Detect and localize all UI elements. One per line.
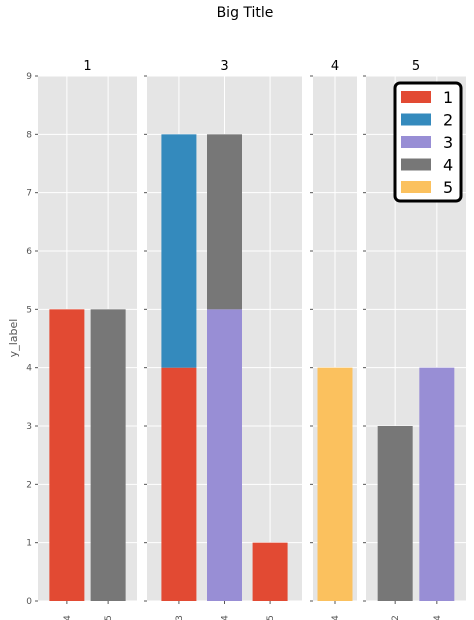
x-tick-label: 4: [433, 615, 443, 620]
legend-label: 5: [443, 178, 453, 197]
x-tick-label: 3: [175, 615, 185, 620]
x-tick-label: 2: [391, 615, 401, 620]
y-tick-label: 8: [26, 130, 32, 140]
bar-segment-series-4: [90, 309, 126, 601]
y-tick-label: 0: [26, 597, 32, 607]
legend-swatch: [401, 91, 431, 103]
legend-swatch: [401, 136, 431, 148]
y-tick-label: 3: [26, 422, 32, 432]
y-tick-label: 1: [26, 539, 32, 549]
x-tick-label: 5: [266, 615, 276, 620]
panel-title: 5: [412, 59, 420, 74]
legend-swatch: [401, 158, 431, 171]
chart-title: Big Title: [217, 5, 274, 21]
x-tick-label: 4: [63, 615, 73, 620]
panel-title: 1: [83, 59, 91, 74]
bar-segment-series-2: [161, 134, 197, 368]
x-tick-label: 4: [221, 615, 231, 620]
bar-segment-series-3: [419, 367, 455, 601]
legend-swatch: [401, 113, 431, 126]
x-tick-label: 4: [331, 615, 341, 620]
legend-swatch: [401, 181, 431, 193]
y-tick-label: 7: [26, 189, 32, 199]
bar-segment-series-1: [49, 309, 85, 601]
legend: 1 2 3 4 5: [393, 81, 463, 203]
y-axis-label: y_label: [7, 319, 20, 358]
bar-segment-series-4: [377, 426, 413, 601]
legend-label: 3: [443, 133, 453, 152]
y-tick-label: 4: [26, 364, 32, 374]
bar-segment-series-1: [252, 542, 288, 601]
bar-segment-series-4: [207, 134, 242, 310]
bar-segment-series-1: [161, 367, 197, 601]
panel-title: 3: [220, 59, 228, 74]
bar-segment-series-3: [207, 309, 242, 601]
y-tick-label: 6: [26, 247, 32, 257]
y-tick-label: 9: [26, 72, 32, 82]
legend-label: 4: [443, 156, 453, 175]
y-tick-label: 2: [26, 480, 32, 490]
legend-label: 1: [443, 88, 453, 107]
panel-title: 4: [331, 59, 339, 74]
x-tick-label: 5: [104, 615, 114, 620]
legend-label: 2: [443, 111, 453, 130]
bar-segment-series-5: [317, 367, 353, 601]
y-tick-label: 5: [26, 305, 32, 315]
